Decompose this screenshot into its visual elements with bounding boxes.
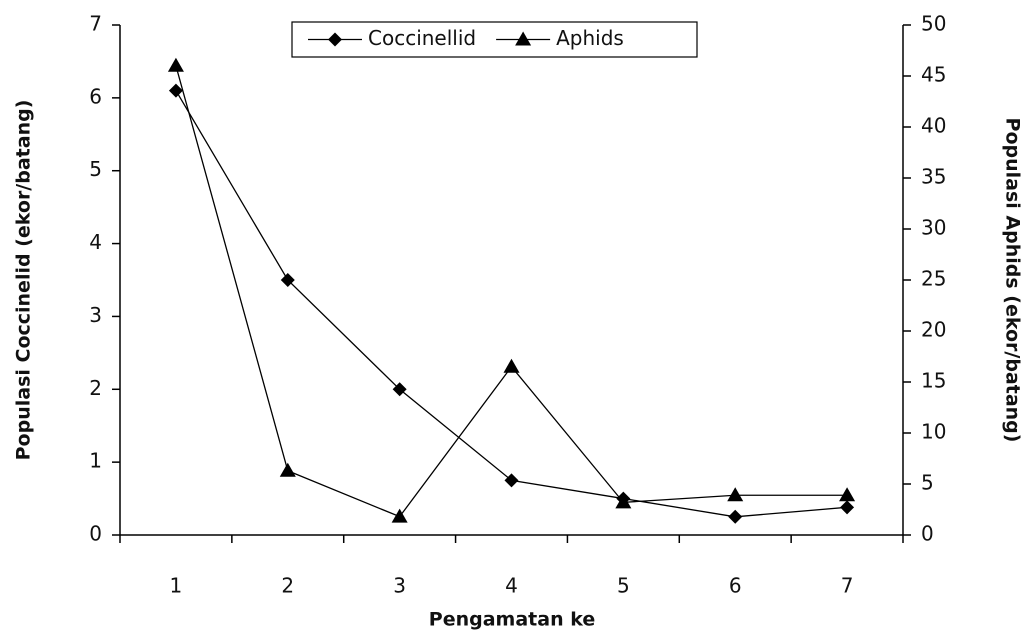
triangle-marker	[839, 487, 856, 502]
series-line	[175, 90, 848, 518]
y2-tick-label: 45	[921, 63, 946, 87]
y-tick-label: 1	[89, 449, 102, 473]
diamond-marker	[504, 473, 519, 488]
y2-tick-label: 25	[921, 267, 946, 291]
y-tick-label: 4	[89, 230, 102, 254]
x-axis-title: Pengamatan ke	[429, 609, 595, 631]
triangle-marker	[727, 487, 744, 502]
y2-tick-label: 30	[921, 216, 946, 240]
triangle-marker	[503, 358, 520, 373]
y2-axis-title: Populasi Aphids (ekor/batang)	[1002, 118, 1024, 443]
x-tick-label: 5	[617, 574, 630, 598]
diamond-marker	[840, 500, 855, 515]
y2-tick-label: 15	[921, 369, 946, 393]
y-tick-label: 0	[89, 522, 102, 546]
triangle-marker	[391, 508, 408, 523]
triangle-marker	[615, 494, 632, 509]
y-tick-label: 2	[89, 376, 102, 400]
y-tick-label: 5	[89, 157, 102, 181]
x-tick-label: 1	[170, 574, 183, 598]
legend-label: Aphids	[556, 26, 624, 50]
y2-tick-label: 35	[921, 165, 946, 189]
series-line	[175, 65, 848, 518]
legend-label: Coccinellid	[368, 26, 476, 50]
diamond-marker	[280, 273, 295, 287]
y-tick-label: 7	[89, 12, 102, 36]
triangle-marker	[515, 31, 532, 46]
y-axis-title: Populasi Coccinelid (ekor/batang)	[13, 100, 35, 461]
diamond-marker	[328, 32, 342, 47]
y2-tick-label: 10	[921, 420, 946, 444]
x-tick-label: 6	[729, 574, 742, 598]
y2-tick-label: 0	[921, 522, 934, 546]
x-tick-label: 2	[281, 574, 294, 598]
x-tick-label: 3	[393, 574, 406, 598]
diamond-marker	[168, 83, 183, 98]
triangle-marker	[279, 462, 296, 477]
triangle-marker	[167, 57, 184, 72]
diamond-marker	[728, 509, 743, 524]
y2-tick-label: 5	[921, 471, 934, 495]
y-tick-label: 6	[89, 84, 102, 108]
y2-tick-label: 40	[921, 114, 946, 138]
y2-tick-label: 20	[921, 318, 946, 342]
diamond-marker	[392, 382, 407, 397]
y2-tick-label: 50	[921, 12, 946, 36]
x-tick-label: 4	[505, 574, 518, 598]
y-tick-label: 3	[89, 303, 102, 327]
x-tick-label: 7	[841, 574, 854, 598]
